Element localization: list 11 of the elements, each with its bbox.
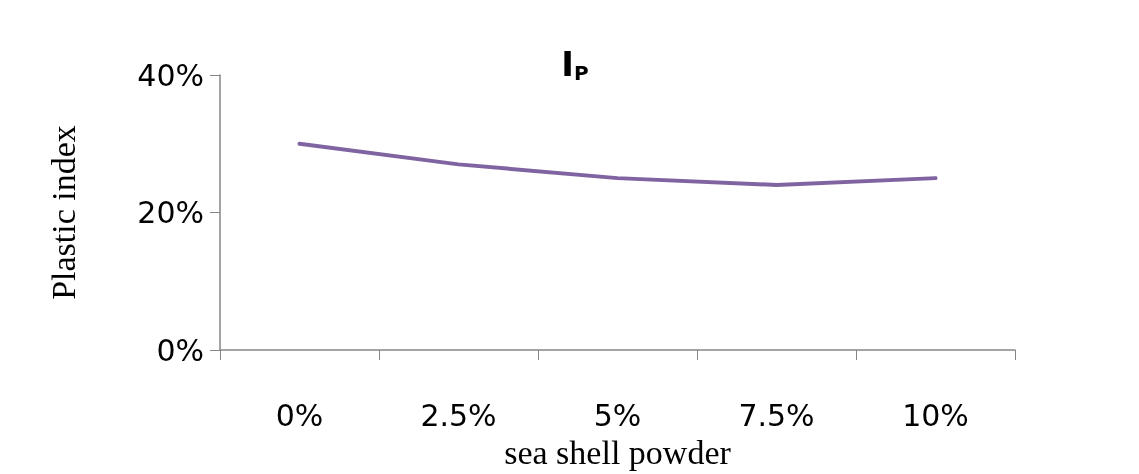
x-tick-label: 10% xyxy=(902,397,969,433)
y-tick-label: 0% xyxy=(156,332,204,368)
x-tick-label: 5% xyxy=(593,397,642,433)
x-tick-label: 7.5% xyxy=(738,397,815,433)
x-tick-label: 2.5% xyxy=(420,397,497,433)
y-tick-label: 20% xyxy=(137,195,204,230)
line-series xyxy=(297,141,938,187)
x-tick-label: 0% xyxy=(275,397,324,433)
x-axis-title: sea shell powder xyxy=(504,433,732,471)
y-tick-label: 40% xyxy=(137,57,204,93)
y-axis-title: Plastic index xyxy=(44,125,82,300)
